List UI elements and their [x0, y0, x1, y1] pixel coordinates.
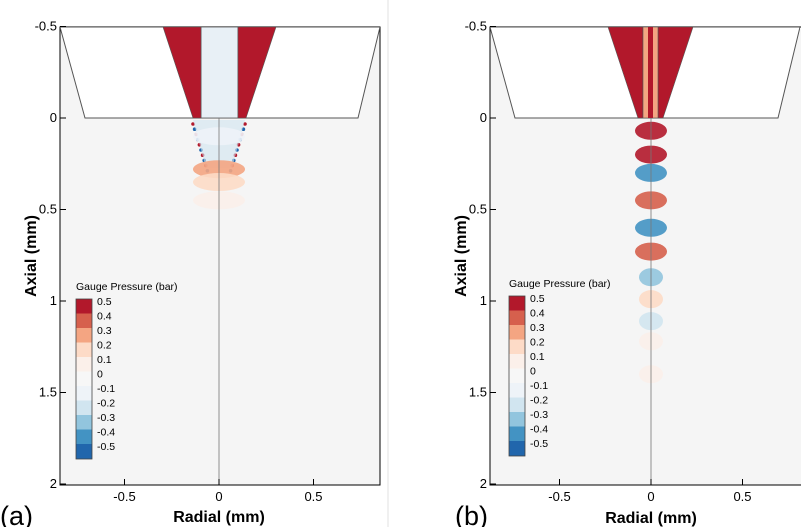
legend-label: 0.4	[530, 308, 545, 320]
legend-b: Gauge Pressure (bar) 0.5 0.4 0.3 0.2 0.1 0 -0.…	[508, 278, 611, 457]
legend-label: 0	[97, 369, 103, 381]
legend-label: 0.5	[97, 296, 112, 308]
legend-swatch	[509, 310, 525, 326]
panel-a: -0.5 0 0.5 1 1.5 2 -0.5 0 0.5 Gauge Pressure (b…	[0, 19, 381, 531]
legend-swatch	[509, 325, 525, 340]
legend-frame	[508, 295, 526, 457]
legend-swatch	[76, 371, 92, 387]
x-tick-label: -0.5	[113, 489, 135, 504]
nozzle-wall-right-a	[237, 27, 277, 119]
nozzle-wall-left-a	[162, 27, 202, 119]
x-tick-label: 0	[215, 489, 222, 504]
x-tick-label: -0.5	[548, 489, 570, 504]
legend-swatch	[76, 386, 92, 401]
legend-label: -0.4	[97, 427, 115, 439]
legend-swatches-a: 0.5 0.4 0.3 0.2 0.1 0 -0.1 -0.2 -0.3 -0.4 -0.5	[75, 296, 115, 460]
legend-swatch	[509, 383, 525, 398]
legend-label: -0.2	[530, 395, 548, 407]
legend-swatch	[509, 412, 525, 427]
panel-label-a: (a)	[0, 501, 33, 527]
y-tick-label: 1.5	[39, 385, 57, 400]
legend-label: 0.1	[97, 354, 112, 366]
legend-swatch	[509, 426, 525, 442]
y-axis-title-b: Axial (mm)	[453, 215, 470, 297]
legend-label: -0.2	[97, 398, 115, 410]
legend-swatch	[76, 299, 92, 314]
legend-swatch	[76, 400, 92, 416]
y-tick-label: -0.5	[465, 19, 487, 34]
y-tick-label: 1	[50, 293, 57, 308]
x-ticks-a: -0.5 0 0.5	[113, 479, 323, 504]
legend-swatch	[509, 441, 525, 456]
legend-swatch	[509, 368, 525, 384]
nozzle-core-b	[648, 27, 653, 118]
legend-label: 0.1	[530, 351, 545, 363]
legend-label: 0.2	[530, 337, 545, 349]
x-axis-title-b: Radial (mm)	[605, 510, 697, 527]
y-tick-label: 1	[480, 293, 487, 308]
legend-label: 0.3	[530, 322, 545, 334]
y-tick-label: 1.5	[469, 385, 487, 400]
legend-swatch	[76, 342, 92, 358]
legend-label: 0.2	[97, 340, 112, 352]
legend-label: -0.1	[97, 383, 115, 395]
legend-swatch	[76, 429, 92, 445]
legend-swatch	[509, 354, 525, 369]
legend-swatch	[76, 357, 92, 372]
legend-swatch	[509, 339, 525, 355]
y-ticks-b: -0.5 0 0.5 1 1.5 2	[465, 19, 496, 491]
legend-label: -0.5	[530, 438, 548, 450]
legend-label: 0.4	[97, 311, 112, 323]
legend-swatch	[76, 328, 92, 343]
legend-label: -0.3	[530, 409, 548, 421]
x-axis-title-a: Radial (mm)	[173, 509, 265, 526]
legend-title-a: Gauge Pressure (bar)	[76, 281, 178, 293]
legend-swatch	[76, 444, 92, 459]
legend-swatches-b: 0.5 0.4 0.3 0.2 0.1 0 -0.1 -0.2 -0.3 -0.4 -0.5	[508, 293, 548, 457]
y-ticks-a: -0.5 0 0.5 1 1.5 2	[35, 19, 66, 491]
nozzle-channel-a	[200, 27, 239, 119]
x-tick-label: 0.5	[733, 489, 751, 504]
legend-label: -0.1	[530, 380, 548, 392]
legend-frame	[75, 298, 93, 460]
panel-b: -0.5 0 0.5 1 1.5 2 -0.5 0 0.5 Gauge Pressure (b…	[453, 19, 801, 531]
x-tick-label: 0	[647, 489, 654, 504]
legend-a: Gauge Pressure (bar) 0.5 0.4 0.3 0.2 0.1 0 -0.…	[75, 281, 178, 460]
y-tick-label: 0.5	[469, 202, 487, 217]
y-tick-label: 2	[50, 476, 57, 491]
x-tick-label: 0.5	[304, 489, 322, 504]
y-tick-label: 2	[480, 476, 487, 491]
panel-label-b: (b)	[455, 501, 488, 527]
legend-label: 0	[530, 366, 536, 378]
legend-label: 0.3	[97, 325, 112, 337]
legend-label: -0.5	[97, 441, 115, 453]
y-tick-label: 0	[50, 110, 57, 125]
legend-swatch	[509, 397, 525, 413]
y-tick-label: -0.5	[35, 19, 57, 34]
y-axis-title-a: Axial (mm)	[23, 215, 40, 297]
legend-title-b: Gauge Pressure (bar)	[509, 278, 611, 290]
x-ticks-b: -0.5 0 0.5	[548, 479, 752, 504]
legend-swatch	[76, 313, 92, 329]
legend-label: -0.3	[97, 412, 115, 424]
y-tick-label: 0.5	[39, 202, 57, 217]
legend-swatch	[76, 415, 92, 430]
legend-label: 0.5	[530, 293, 545, 305]
y-tick-label: 0	[480, 110, 487, 125]
legend-swatch	[509, 296, 525, 311]
legend-label: -0.4	[530, 424, 548, 436]
